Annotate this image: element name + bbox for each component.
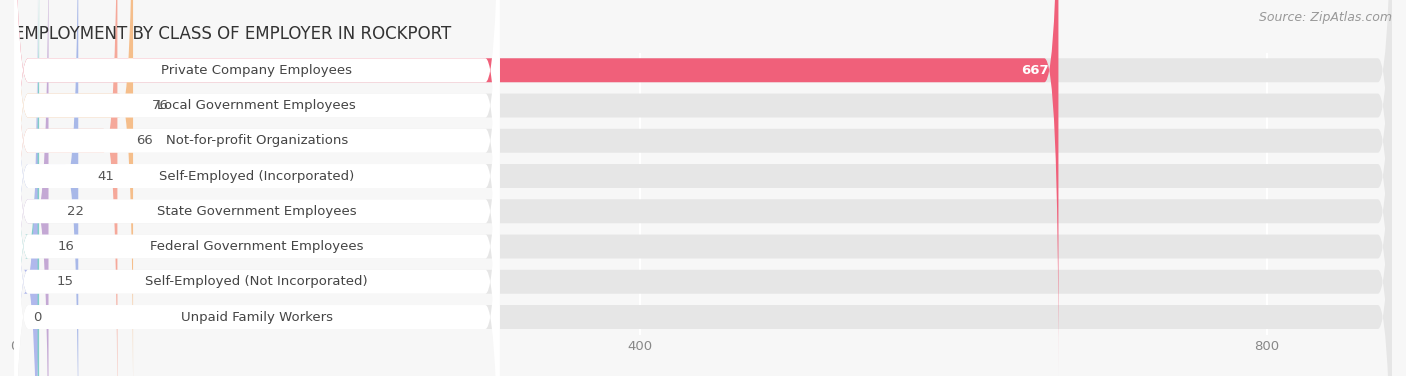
Text: 22: 22 xyxy=(67,205,84,218)
Text: Unpaid Family Workers: Unpaid Family Workers xyxy=(181,311,333,323)
FancyBboxPatch shape xyxy=(14,0,499,376)
Text: 76: 76 xyxy=(152,99,169,112)
Text: State Government Employees: State Government Employees xyxy=(157,205,357,218)
FancyBboxPatch shape xyxy=(14,0,134,376)
Text: Federal Government Employees: Federal Government Employees xyxy=(150,240,364,253)
FancyBboxPatch shape xyxy=(14,0,38,376)
Text: Self-Employed (Incorporated): Self-Employed (Incorporated) xyxy=(159,170,354,182)
Text: Source: ZipAtlas.com: Source: ZipAtlas.com xyxy=(1258,11,1392,24)
FancyBboxPatch shape xyxy=(14,0,1392,376)
Text: 16: 16 xyxy=(58,240,75,253)
Text: Self-Employed (Not Incorporated): Self-Employed (Not Incorporated) xyxy=(145,275,368,288)
FancyBboxPatch shape xyxy=(14,0,1392,376)
FancyBboxPatch shape xyxy=(14,0,499,376)
Text: 66: 66 xyxy=(136,134,153,147)
FancyBboxPatch shape xyxy=(14,0,499,376)
FancyBboxPatch shape xyxy=(14,0,1392,376)
FancyBboxPatch shape xyxy=(14,0,1392,376)
Text: Not-for-profit Organizations: Not-for-profit Organizations xyxy=(166,134,347,147)
FancyBboxPatch shape xyxy=(14,0,1392,376)
FancyBboxPatch shape xyxy=(14,0,1392,376)
FancyBboxPatch shape xyxy=(14,12,1392,376)
Text: Private Company Employees: Private Company Employees xyxy=(162,64,353,77)
Text: 41: 41 xyxy=(97,170,114,182)
FancyBboxPatch shape xyxy=(14,0,1392,376)
FancyBboxPatch shape xyxy=(14,0,48,376)
Text: 0: 0 xyxy=(32,311,41,323)
FancyBboxPatch shape xyxy=(14,0,39,376)
FancyBboxPatch shape xyxy=(14,0,1059,376)
Text: 667: 667 xyxy=(1021,64,1049,77)
Text: EMPLOYMENT BY CLASS OF EMPLOYER IN ROCKPORT: EMPLOYMENT BY CLASS OF EMPLOYER IN ROCKP… xyxy=(14,25,451,43)
FancyBboxPatch shape xyxy=(14,0,499,376)
FancyBboxPatch shape xyxy=(14,0,79,376)
FancyBboxPatch shape xyxy=(14,0,499,376)
Text: Local Government Employees: Local Government Employees xyxy=(157,99,356,112)
FancyBboxPatch shape xyxy=(14,0,118,376)
Text: 15: 15 xyxy=(56,275,73,288)
FancyBboxPatch shape xyxy=(14,0,499,376)
FancyBboxPatch shape xyxy=(14,12,499,376)
FancyBboxPatch shape xyxy=(14,0,499,376)
